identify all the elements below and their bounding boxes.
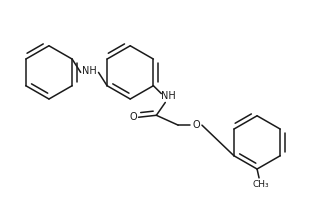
Text: CH₃: CH₃: [253, 180, 269, 189]
Text: NH: NH: [161, 91, 176, 101]
Text: O: O: [192, 120, 200, 130]
Text: NH: NH: [82, 66, 97, 76]
Text: O: O: [130, 112, 138, 122]
